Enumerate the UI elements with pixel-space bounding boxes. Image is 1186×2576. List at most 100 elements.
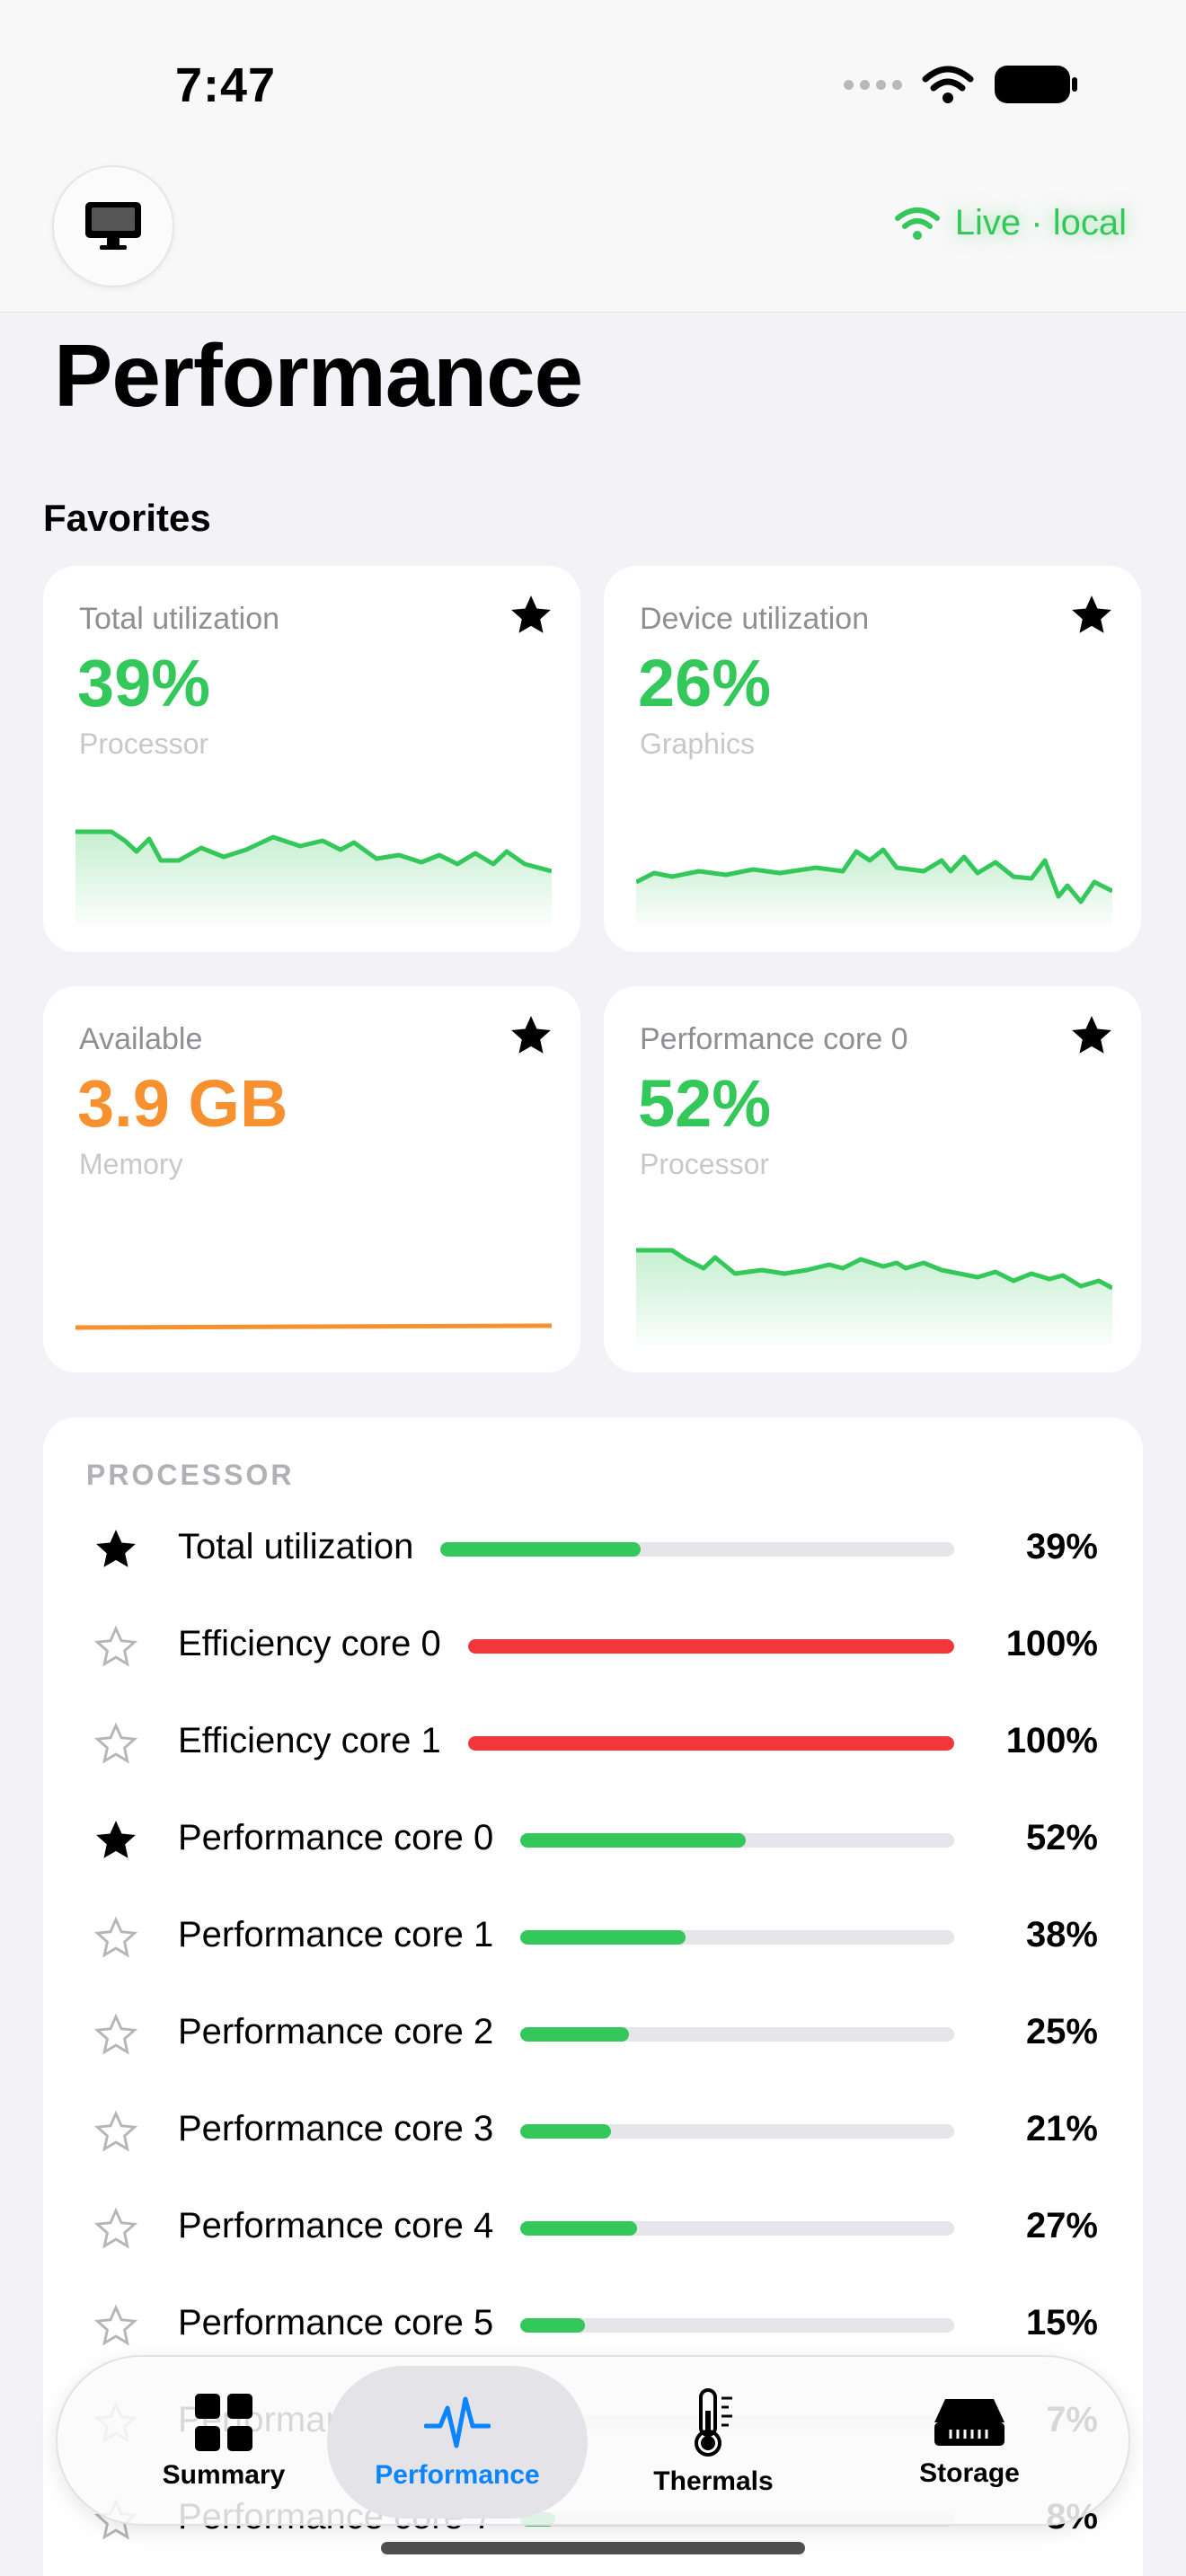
utilization-bar-fill [520,2027,629,2042]
tab-storage[interactable]: Storage [839,2366,1100,2519]
processor-row: Total utilization 39% [43,1509,1143,1590]
cellular-signal-icon [844,79,902,90]
utilization-bar [520,2124,954,2139]
live-label: Live · local [954,203,1127,243]
card-subtitle: Memory [79,1148,183,1180]
star-outline-icon[interactable] [93,2206,138,2251]
device-button[interactable] [52,165,174,287]
core-percent: 38% [1025,1915,1098,1954]
core-name: Performance core 4 [178,2206,494,2245]
utilization-bar [520,2221,954,2236]
utilization-bar-fill [520,1930,686,1945]
sparkline-chart [75,829,552,925]
favorite-card-available-memory[interactable]: Available 3.9 GB Memory [43,986,580,1372]
battery-icon [995,66,1077,103]
core-name: Performance core 2 [178,2012,494,2051]
star-filled-icon[interactable] [1069,593,1114,638]
tab-label: Storage [919,2458,1020,2488]
core-percent: 21% [1025,2109,1098,2148]
status-time: 7:47 [175,58,277,112]
card-label: Available [79,1022,203,1056]
sparkline-chart [636,1248,1112,1345]
processor-row: Performance core 1 38% [43,1897,1143,1978]
favorite-card-total-utilization[interactable]: Total utilization 39% Processor [43,566,580,952]
utilization-bar-fill [520,1833,747,1848]
core-name: Performance core 0 [178,1818,494,1857]
favorite-card-device-utilization[interactable]: Device utilization 26% Graphics [604,566,1141,952]
status-icons [844,65,1078,104]
tab-thermals[interactable]: Thermals [583,2366,844,2519]
utilization-bar-fill [520,2318,586,2333]
processor-row: Performance core 5 15% [43,2285,1143,2366]
card-value: 3.9 GB [77,1066,288,1141]
card-label: Performance core 0 [640,1022,908,1056]
core-percent: 39% [1025,1527,1098,1566]
core-percent: 100% [1005,1721,1098,1760]
utilization-bar [468,1736,954,1751]
sparkline-chart [636,847,1112,925]
tab-label: Performance [375,2460,540,2490]
tab-label: Summary [162,2460,286,2490]
star-filled-icon[interactable] [509,1013,553,1058]
star-filled-icon[interactable] [1069,1013,1114,1058]
card-value: 26% [638,646,772,720]
core-name: Performance core 1 [178,1915,494,1954]
star-filled-icon[interactable] [509,593,553,638]
utilization-bar [520,1930,954,1945]
star-filled-icon[interactable] [93,1818,138,1863]
star-outline-icon[interactable] [93,1624,138,1669]
status-bar: 7:47 [0,0,1186,153]
star-outline-icon[interactable] [93,2303,138,2348]
utilization-bar [520,1833,954,1848]
core-percent: 15% [1025,2303,1098,2342]
processor-row: Performance core 3 21% [43,2091,1143,2172]
grid-icon [195,2394,252,2451]
core-name: Efficiency core 1 [178,1721,441,1760]
core-name: Total utilization [178,1527,414,1566]
favorites-title: Favorites [43,497,211,539]
card-label: Total utilization [79,602,280,636]
star-filled-icon[interactable] [93,1527,138,1572]
thermometer-icon [695,2388,732,2457]
sparkline-chart [75,1323,552,1330]
star-outline-icon[interactable] [93,1721,138,1766]
utilization-bar-fill [468,1639,954,1654]
favorite-card-performance-core-0[interactable]: Performance core 0 52% Processor [604,986,1141,1372]
card-subtitle: Processor [640,1148,770,1180]
tab-performance[interactable]: Performance [327,2366,588,2519]
utilization-bar-fill [520,2221,638,2236]
card-subtitle: Processor [79,728,209,760]
card-value: 52% [638,1066,772,1141]
waveform-icon [424,2396,491,2448]
page-title: Performance [54,326,583,425]
processor-row: Performance core 0 52% [43,1800,1143,1881]
section-header: PROCESSOR [86,1459,295,1491]
wifi-status-icon [922,66,974,103]
utilization-bar-fill [440,1542,642,1557]
utilization-bar [520,2027,954,2042]
utilization-bar [440,1542,954,1557]
star-outline-icon[interactable] [93,2012,138,2057]
core-percent: 52% [1025,1818,1098,1857]
utilization-bar-fill [520,2124,612,2139]
tab-label: Thermals [653,2466,774,2496]
home-indicator [381,2542,805,2554]
monitor-icon [85,202,141,250]
core-name: Performance core 3 [178,2109,494,2148]
wifi-icon [894,207,940,240]
star-outline-icon[interactable] [93,2109,138,2154]
core-percent: 25% [1025,2012,1098,2051]
tab-bar: Summary Performance Thermals Storage [56,2355,1130,2526]
processor-row: Performance core 4 27% [43,2188,1143,2269]
core-name: Performance core 5 [178,2303,494,2342]
card-value: 39% [77,646,211,720]
live-indicator[interactable]: Live · local [894,203,1127,243]
utilization-bar [468,1639,954,1654]
card-subtitle: Graphics [640,728,756,760]
card-label: Device utilization [640,602,870,636]
star-outline-icon[interactable] [93,1915,138,1960]
tab-summary[interactable]: Summary [93,2366,354,2519]
utilization-bar [520,2318,954,2333]
core-percent: 100% [1005,1624,1098,1663]
core-percent: 27% [1025,2206,1098,2245]
